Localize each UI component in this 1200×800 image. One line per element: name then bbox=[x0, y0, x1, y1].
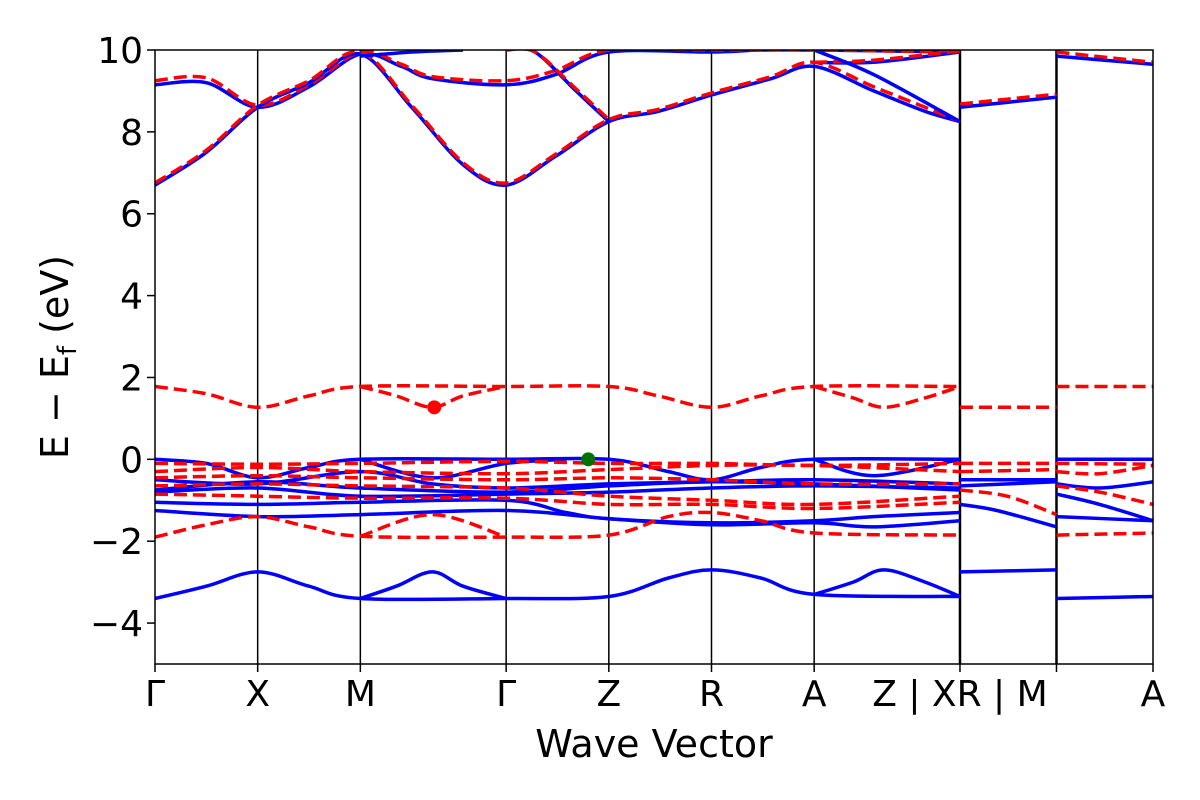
plot-frame bbox=[154, 49, 1154, 665]
spin-up-band-28 bbox=[959, 480, 1057, 488]
spin-up-band-52 bbox=[1056, 594, 1153, 601]
spin-down-band-43 bbox=[959, 488, 1058, 517]
spin-down-band-45 bbox=[1056, 463, 1153, 476]
spin-down-band-44 bbox=[1056, 461, 1153, 466]
spin-down-band-14 bbox=[155, 384, 961, 410]
y-tick-label: 6 bbox=[120, 195, 143, 236]
spin-up-band-7 bbox=[814, 50, 961, 65]
y-axis-ticks: −4 −2 0 2 4 6 8 10 bbox=[90, 31, 155, 645]
y-tick-label: −2 bbox=[90, 522, 143, 563]
x-tick-label: Γ bbox=[496, 674, 516, 715]
spin-down-band-16 bbox=[813, 384, 961, 410]
spin-down-band-8 bbox=[814, 50, 961, 65]
spin-up-band-32 bbox=[1056, 492, 1153, 523]
x-tick-label: Γ bbox=[145, 674, 165, 715]
y-tick-label: 10 bbox=[97, 31, 143, 72]
spin-down-band-37 bbox=[155, 482, 961, 507]
spin-down-band-40 bbox=[359, 512, 507, 539]
spin-up-band-33 bbox=[1056, 514, 1153, 523]
spin-down-band-39 bbox=[155, 510, 961, 540]
spin-up-band-12 bbox=[1056, 54, 1153, 67]
x-tick-label: A bbox=[802, 674, 827, 715]
band-lines bbox=[155, 50, 1153, 602]
y-tick-label: 8 bbox=[120, 113, 143, 154]
spin-down-band-3 bbox=[155, 50, 961, 185]
spin-down-band-36 bbox=[155, 473, 961, 486]
spin-up-band-31 bbox=[1056, 480, 1153, 490]
x-axis-label: Wave Vector bbox=[535, 722, 773, 766]
y-tick-label: 2 bbox=[120, 358, 143, 399]
spin-down-band-42 bbox=[959, 467, 1057, 474]
x-tick-label: R bbox=[699, 674, 724, 715]
spin-up-band-4 bbox=[360, 50, 464, 58]
spin-down-band-11 bbox=[959, 92, 1057, 106]
y-tick-label: 0 bbox=[120, 440, 143, 481]
x-axis-ticks: Γ X M Γ Z R A Z | XR | M A bbox=[145, 664, 1166, 715]
spin-down-band-34 bbox=[155, 459, 961, 468]
x-tick-label: Z bbox=[596, 674, 621, 715]
spin-down-band-47 bbox=[1056, 531, 1153, 537]
spin-up-band-9 bbox=[813, 50, 961, 124]
x-tick-label: A bbox=[1141, 674, 1166, 715]
spin-down-band-35 bbox=[155, 463, 961, 476]
spin-up-band-51 bbox=[959, 568, 1057, 574]
spin-down-band-15 bbox=[359, 384, 507, 410]
spin-up-band-29 bbox=[959, 502, 1057, 529]
vbm-marker bbox=[581, 452, 596, 467]
high-symmetry-lines bbox=[256, 50, 1058, 664]
spin-up-band-49 bbox=[359, 570, 507, 601]
x-tick-label: Z | XR | M bbox=[872, 674, 1047, 715]
spin-up-band-50 bbox=[813, 568, 961, 599]
x-tick-label: X bbox=[245, 674, 270, 715]
y-axis-label: E − Ef (eV) bbox=[33, 255, 83, 459]
y-tick-label: 4 bbox=[120, 277, 143, 318]
cbm-marker bbox=[427, 400, 442, 415]
spin-up-band-10 bbox=[959, 95, 1057, 110]
spin-up-band-21 bbox=[155, 479, 961, 494]
spin-up-band-24 bbox=[155, 508, 961, 529]
spin-up-band-48 bbox=[155, 568, 961, 602]
spin-down-band-38 bbox=[155, 492, 961, 511]
band-edge-markers bbox=[427, 400, 596, 467]
spin-down-band-46 bbox=[1056, 484, 1153, 507]
spin-up-band-5 bbox=[505, 50, 610, 123]
y-tick-label: −4 bbox=[90, 604, 143, 645]
spin-down-band-13 bbox=[1056, 50, 1153, 65]
x-tick-label: M bbox=[345, 674, 376, 715]
